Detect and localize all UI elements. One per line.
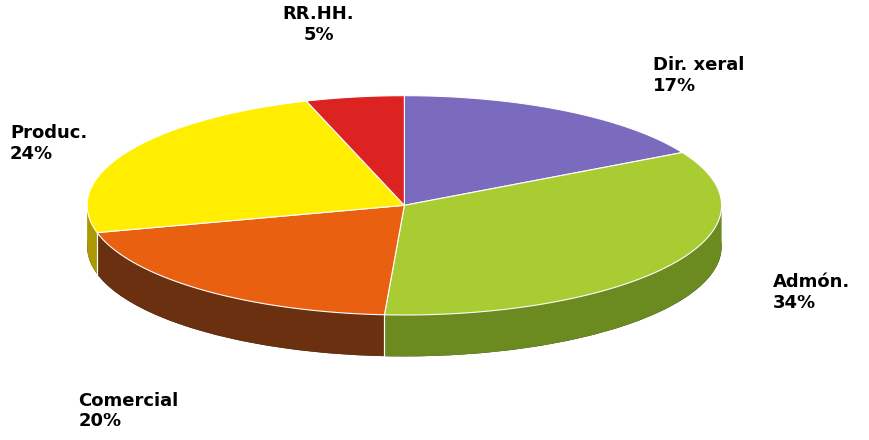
Ellipse shape: [87, 137, 720, 356]
Text: Comercial
20%: Comercial 20%: [78, 392, 179, 430]
Polygon shape: [384, 205, 720, 356]
Polygon shape: [306, 95, 404, 205]
Text: Produc.
24%: Produc. 24%: [10, 124, 87, 163]
Polygon shape: [97, 205, 404, 315]
Text: Dir. xeral
17%: Dir. xeral 17%: [653, 56, 744, 95]
Text: RR.HH.
5%: RR.HH. 5%: [282, 5, 354, 44]
Text: Admón.
34%: Admón. 34%: [773, 273, 849, 312]
Polygon shape: [384, 153, 720, 315]
Polygon shape: [87, 205, 97, 274]
Polygon shape: [97, 233, 384, 356]
Polygon shape: [404, 95, 681, 205]
Polygon shape: [87, 101, 404, 233]
